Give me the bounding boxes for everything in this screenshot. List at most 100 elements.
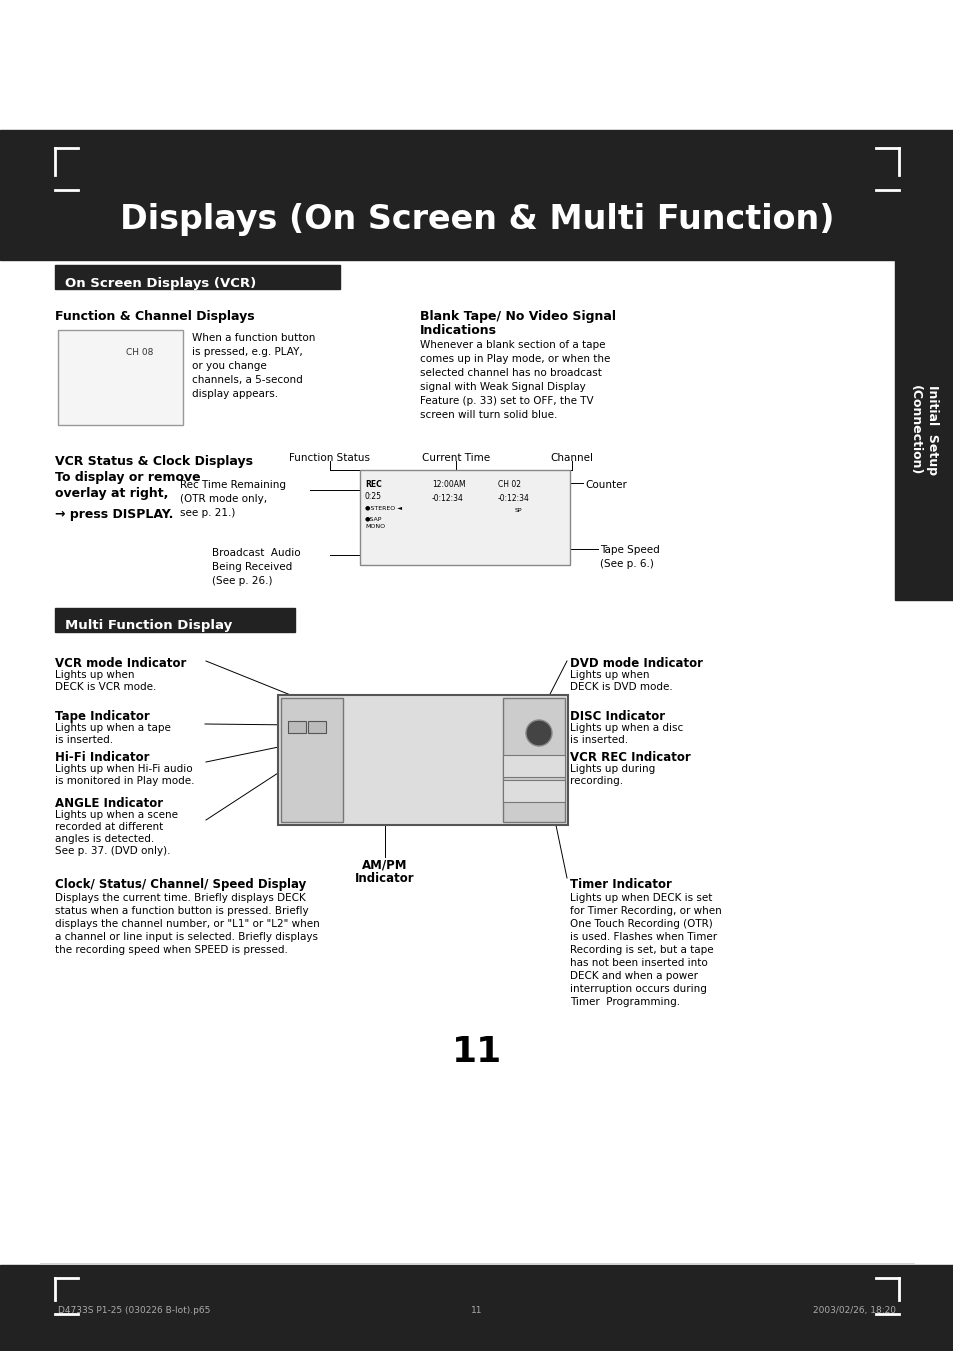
Circle shape [525, 720, 552, 746]
Bar [55, 265, 339, 289]
Text: Current Time: Current Time [421, 453, 490, 463]
Bar [277, 694, 567, 825]
Bar [359, 470, 569, 565]
Text: 0:25: 0:25 [365, 492, 381, 501]
Text: Hi-Fi Indicator: Hi-Fi Indicator [55, 751, 150, 765]
Text: AM/PM: AM/PM [362, 858, 407, 871]
Text: DECK is VCR mode.: DECK is VCR mode. [55, 682, 156, 692]
Text: SP: SP [515, 508, 522, 513]
Text: Timer  Programming.: Timer Programming. [569, 997, 679, 1006]
Text: screen will turn solid blue.: screen will turn solid blue. [419, 409, 557, 420]
Text: Blank Tape/ No Video Signal: Blank Tape/ No Video Signal [419, 309, 616, 323]
Text: displays the channel number, or "L1" or "L2" when: displays the channel number, or "L1" or … [55, 919, 319, 929]
Text: 12:00AM: 12:00AM [432, 480, 465, 489]
Text: has not been inserted into: has not been inserted into [569, 958, 707, 969]
Text: ANGLE Indicator: ANGLE Indicator [55, 797, 163, 811]
Bar [58, 330, 183, 426]
Bar [288, 721, 306, 734]
Text: status when a function button is pressed. Briefly: status when a function button is pressed… [55, 907, 309, 916]
Text: Displays (On Screen & Multi Function): Displays (On Screen & Multi Function) [120, 204, 833, 236]
Text: ANGLE: ANGLE [284, 757, 313, 766]
Text: Lights up when Hi-Fi audio: Lights up when Hi-Fi audio [55, 765, 193, 774]
Text: → press DISPLAY.: → press DISPLAY. [55, 508, 173, 521]
Text: or you change: or you change [192, 361, 267, 372]
Text: Rec Time Remaining: Rec Time Remaining [180, 480, 286, 490]
Bar [281, 698, 343, 821]
Bar [894, 259, 953, 600]
Text: -0:12:34: -0:12:34 [497, 494, 529, 503]
Bar [308, 721, 326, 734]
Text: recording.: recording. [569, 775, 622, 786]
Text: Tape Indicator: Tape Indicator [55, 711, 150, 723]
Text: Being Received: Being Received [212, 562, 292, 571]
Text: When a function button: When a function button [192, 332, 315, 343]
Text: CH 02: CH 02 [497, 480, 520, 489]
Text: Lights up when a tape: Lights up when a tape [55, 723, 171, 734]
Text: TIMER: TIMER [506, 788, 534, 797]
Text: 11: 11 [452, 1035, 501, 1069]
Text: DECK and when a power: DECK and when a power [569, 971, 698, 981]
Text: Initial  Setup
(Connection): Initial Setup (Connection) [908, 385, 938, 476]
Text: channels, a 5-second: channels, a 5-second [192, 376, 302, 385]
Text: Feature (p. 33) set to OFF, the TV: Feature (p. 33) set to OFF, the TV [419, 396, 593, 407]
Text: Indicator: Indicator [355, 871, 415, 885]
Text: is monitored in Play mode.: is monitored in Play mode. [55, 775, 194, 786]
Text: ●STEREO ◄: ●STEREO ◄ [365, 505, 401, 509]
Text: Lights up when: Lights up when [55, 670, 134, 680]
Text: angles is detected.: angles is detected. [55, 834, 154, 844]
Text: Lights up when: Lights up when [569, 670, 649, 680]
Text: Lights up when a disc: Lights up when a disc [569, 723, 682, 734]
Text: is inserted.: is inserted. [569, 735, 627, 744]
Text: Multi Function Display: Multi Function Display [65, 620, 232, 632]
Text: VCR REC Indicator: VCR REC Indicator [569, 751, 690, 765]
Bar [55, 608, 294, 632]
Text: DVD mode Indicator: DVD mode Indicator [569, 657, 702, 670]
Text: Hi‑Fi: Hi‑Fi [286, 740, 310, 750]
Text: interruption occurs during: interruption occurs during [569, 984, 706, 994]
Text: ●SAP: ●SAP [365, 516, 382, 521]
Text: is pressed, e.g. PLAY,: is pressed, e.g. PLAY, [192, 347, 302, 357]
Text: Lights up during: Lights up during [569, 765, 655, 774]
Text: Function Status: Function Status [289, 453, 370, 463]
Text: VCR Status & Clock Displays: VCR Status & Clock Displays [55, 455, 253, 467]
Text: Lights up when a scene: Lights up when a scene [55, 811, 178, 820]
Text: M: M [488, 773, 496, 784]
Text: (OTR mode only,: (OTR mode only, [180, 494, 267, 504]
Text: (See p. 6.): (See p. 6.) [599, 559, 653, 569]
Text: REC: REC [365, 480, 381, 489]
Bar [502, 780, 564, 802]
Text: DVD: DVD [507, 705, 531, 715]
Text: One Touch Recording (OTR): One Touch Recording (OTR) [569, 919, 712, 929]
Text: Lights up when DECK is set: Lights up when DECK is set [569, 893, 712, 902]
Text: On Screen Displays (VCR): On Screen Displays (VCR) [65, 277, 256, 289]
Text: See p. 37. (DVD only).: See p. 37. (DVD only). [55, 846, 171, 857]
Text: 12:30: 12:30 [350, 742, 525, 798]
Text: the recording speed when SPEED is pressed.: the recording speed when SPEED is presse… [55, 944, 288, 955]
Text: Broadcast  Audio: Broadcast Audio [212, 549, 300, 558]
Text: see p. 21.): see p. 21.) [180, 508, 235, 517]
Text: (See p. 26.): (See p. 26.) [212, 576, 273, 586]
Text: Channel: Channel [550, 453, 593, 463]
Text: a channel or line input is selected. Briefly displays: a channel or line input is selected. Bri… [55, 932, 317, 942]
Text: Displays the current time. Briefly displays DECK: Displays the current time. Briefly displ… [55, 893, 305, 902]
Text: display appears.: display appears. [192, 389, 278, 399]
Bar [502, 698, 564, 821]
Bar [0, 130, 953, 259]
Text: D4733S P1-25 (030226 B-lot).p65: D4733S P1-25 (030226 B-lot).p65 [58, 1306, 211, 1315]
Text: Function & Channel Displays: Function & Channel Displays [55, 309, 254, 323]
Text: 11: 11 [471, 1306, 482, 1315]
Text: overlay at right,: overlay at right, [55, 486, 168, 500]
Text: Timer Indicator: Timer Indicator [569, 878, 671, 892]
Text: selected channel has no broadcast: selected channel has no broadcast [419, 367, 601, 378]
Text: Counter: Counter [584, 480, 626, 490]
Text: Clock/ Status/ Channel/ Speed Display: Clock/ Status/ Channel/ Speed Display [55, 878, 306, 892]
Text: 2003/02/26, 18:20: 2003/02/26, 18:20 [812, 1306, 895, 1315]
Text: DISC Indicator: DISC Indicator [569, 711, 664, 723]
Text: recorded at different: recorded at different [55, 821, 163, 832]
Text: Whenever a blank section of a tape: Whenever a blank section of a tape [419, 340, 605, 350]
Text: comes up in Play mode, or when the: comes up in Play mode, or when the [419, 354, 610, 363]
Text: is used. Flashes when Timer: is used. Flashes when Timer [569, 932, 717, 942]
Text: REC: REC [506, 762, 526, 771]
Text: Indications: Indications [419, 324, 497, 336]
Text: for Timer Recording, or when: for Timer Recording, or when [569, 907, 721, 916]
